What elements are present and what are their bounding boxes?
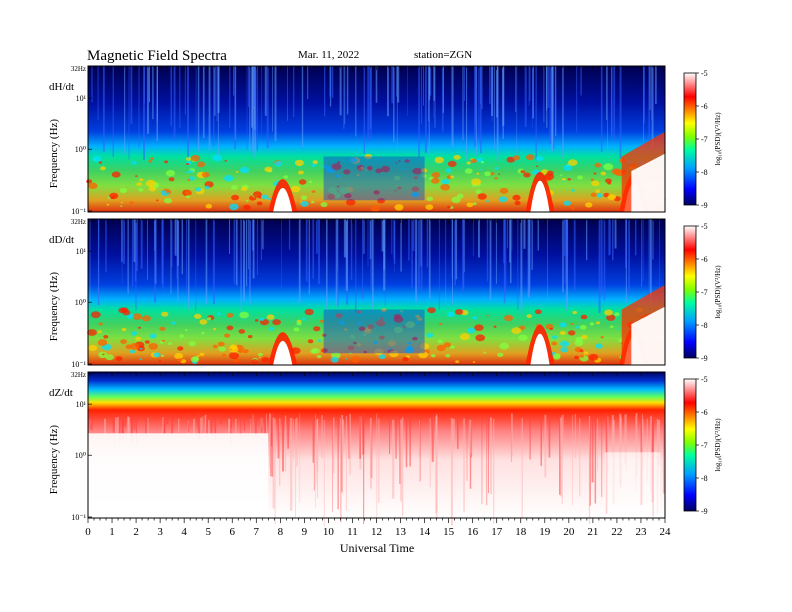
x-tick-label: 5 xyxy=(205,526,211,538)
spectrogram-activity xyxy=(87,284,665,365)
y-axis-label: Frequency (Hz) xyxy=(48,272,60,342)
x-tick-label: 10 xyxy=(323,526,335,538)
colorbar-tick-label: -5 xyxy=(701,222,708,231)
x-tick-label: 23 xyxy=(635,526,647,538)
figure-title: Magnetic Field Spectra xyxy=(87,48,227,64)
x-tick-label: 22 xyxy=(611,526,622,538)
x-tick-label: 14 xyxy=(419,526,431,538)
x-tick-label: 13 xyxy=(395,526,407,538)
spectrogram-streaks xyxy=(89,219,660,314)
y-tick-label: 10⁰ xyxy=(75,451,86,460)
y-tick-label: 10⁻¹ xyxy=(71,360,86,369)
colorbar-tick-label: -5 xyxy=(701,69,708,78)
spectrogram-activity xyxy=(88,433,661,518)
spectrogram-image xyxy=(88,219,665,365)
x-tick-label: 8 xyxy=(278,526,284,538)
x-tick-label: 18 xyxy=(515,526,527,538)
spectrogram-streaks xyxy=(91,66,657,161)
x-tick-label: 11 xyxy=(347,526,358,538)
colorbar-tick-label: -7 xyxy=(701,441,708,450)
colorbar: -5 -6 -7 -8 -9 log₁₀(PSD)(V²/Hz) xyxy=(683,375,722,516)
colorbar-scale xyxy=(683,72,697,206)
colorbar-scale xyxy=(683,378,697,512)
date-label: Mar. 11, 2022 xyxy=(298,49,359,61)
x-tick-label: 7 xyxy=(254,526,260,538)
y-tick-label: 32Hz xyxy=(71,65,86,73)
y-tick-label: 10⁻¹ xyxy=(71,513,86,522)
x-tick-label: 0 xyxy=(85,526,91,538)
x-tick-label: 4 xyxy=(181,526,187,538)
spectrogram-activity xyxy=(86,131,666,212)
x-axis: 0 1 2 3 4 5 6 7 8 9 10 11 12 13 14 15 16 17 18 19 20 21 22 23 24 xyxy=(85,518,671,538)
y-axis-label: Frequency (Hz) xyxy=(48,119,60,189)
y-tick-label: 32Hz xyxy=(71,371,86,379)
colorbar-scale xyxy=(683,225,697,359)
colorbar-label: log₁₀(PSD)(V²/Hz) xyxy=(714,265,722,319)
colorbar-tick-label: -9 xyxy=(701,354,708,363)
colorbar-label: log₁₀(PSD)(V²/Hz) xyxy=(714,418,722,472)
colorbar-tick-label: -7 xyxy=(701,135,708,144)
colorbar-tick-label: -9 xyxy=(701,507,708,516)
y-tick-label: 32Hz xyxy=(71,218,86,226)
colorbar-tick-label: -6 xyxy=(701,102,708,111)
colorbar-tick-label: -6 xyxy=(701,408,708,417)
colorbar-tick-label: -8 xyxy=(701,168,708,177)
x-tick-label: 3 xyxy=(157,526,163,538)
x-tick-label: 17 xyxy=(491,526,503,538)
x-tick-label: 2 xyxy=(133,526,139,538)
x-tick-label: 6 xyxy=(230,526,236,538)
x-tick-label: 16 xyxy=(467,526,479,538)
y-tick-label: 10¹ xyxy=(76,247,87,256)
colorbar-label: log₁₀(PSD)(V²/Hz) xyxy=(714,112,722,166)
x-tick-label: 12 xyxy=(371,526,382,538)
colorbar-tick-label: -8 xyxy=(701,474,708,483)
component-label: dZ/dt xyxy=(49,387,73,399)
x-tick-label: 20 xyxy=(563,526,575,538)
x-tick-label: 9 xyxy=(302,526,308,538)
colorbar: -5 -6 -7 -8 -9 log₁₀(PSD)(V²/Hz) xyxy=(683,222,722,363)
x-tick-label: 1 xyxy=(109,526,115,538)
colorbar-tick-label: -8 xyxy=(701,321,708,330)
colorbar-tick-label: -7 xyxy=(701,288,708,297)
station-label: station=ZGN xyxy=(414,49,472,61)
x-tick-label: 24 xyxy=(660,526,672,538)
y-tick-label: 10⁰ xyxy=(75,298,86,307)
y-tick-label: 10⁰ xyxy=(75,145,86,154)
y-axis-label: Frequency (Hz) xyxy=(48,425,60,495)
y-tick-label: 10¹ xyxy=(76,400,87,409)
x-tick-label: 21 xyxy=(587,526,598,538)
x-axis-label: Universal Time xyxy=(340,541,414,555)
x-tick-label: 15 xyxy=(443,526,455,538)
colorbar-tick-label: -6 xyxy=(701,255,708,264)
colorbar: -5 -6 -7 -8 -9 log₁₀(PSD)(V²/Hz) xyxy=(683,69,722,210)
colorbar-tick-label: -5 xyxy=(701,375,708,384)
y-tick-label: 10¹ xyxy=(76,94,87,103)
y-tick-label: 10⁻¹ xyxy=(71,207,86,216)
colorbar-tick-label: -9 xyxy=(701,201,708,210)
x-tick-label: 19 xyxy=(539,526,551,538)
component-label: dD/dt xyxy=(49,234,74,246)
component-label: dH/dt xyxy=(49,81,74,93)
